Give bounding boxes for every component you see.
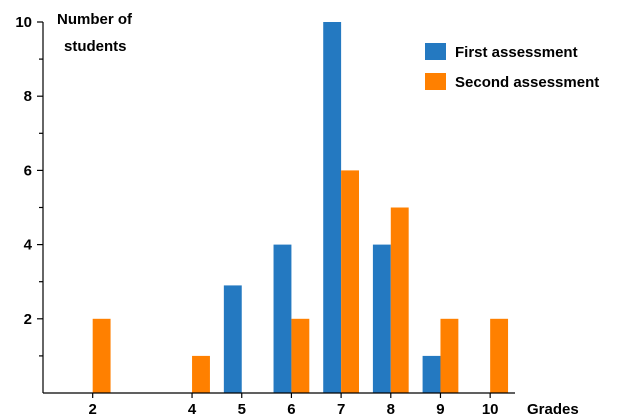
y-tick-label-4: 4 [24,237,33,254]
legend: First assessment Second assessment [425,43,599,91]
bar-second-grade-9 [440,318,459,393]
y-tick-label-8: 8 [24,88,32,105]
bar-second-grade-7 [341,170,359,393]
bar-second-grade-2 [92,318,111,393]
y-axis-ticks: 2 4 6 8 10 [15,14,43,357]
bar-first-grade-9 [422,355,441,393]
legend-label-second-assessment: Second assessment [455,74,599,91]
x-axis-title: Grades [527,401,579,418]
y-tick-label-6: 6 [24,162,32,179]
legend-label-first-assessment: First assessment [455,44,578,61]
bar-second-grade-8 [390,207,409,393]
y-tick-label-2: 2 [24,311,32,328]
x-tick-label-2: 2 [89,401,97,418]
legend-swatch-first-assessment [425,43,446,60]
y-axis-title-line-1: Number of [57,11,133,28]
bar-second-grade-10 [490,318,509,393]
x-tick-label-9: 9 [436,401,444,418]
bars [92,22,509,393]
x-tick-label-7: 7 [337,401,345,418]
bar-second-grade-6 [291,318,310,393]
bar-first-grade-5 [223,285,242,393]
bar-first-grade-8 [372,244,391,393]
bar-second-grade-4 [192,355,210,393]
x-tick-label-6: 6 [287,401,295,418]
y-tick-label-10: 10 [15,14,32,31]
x-tick-label-10: 10 [482,401,499,418]
y-axis-title-line-2: students [64,38,127,55]
legend-swatch-second-assessment [425,73,446,90]
bar-first-grade-7 [323,22,342,393]
x-axis-ticks: 2 4 5 6 7 8 9 10 [89,393,499,418]
x-tick-label-5: 5 [238,401,246,418]
x-tick-label-4: 4 [188,401,197,418]
x-tick-label-8: 8 [387,401,395,418]
bar-first-grade-6 [273,244,292,393]
